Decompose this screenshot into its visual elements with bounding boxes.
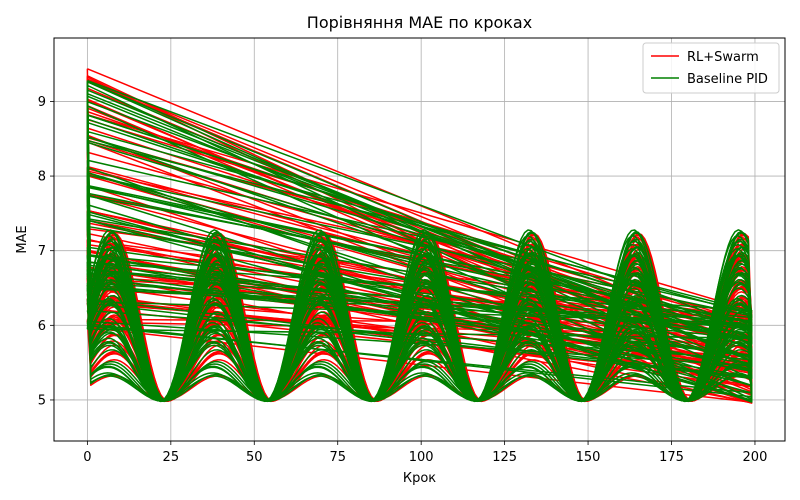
chart-title: Порівняння MAE по кроках	[307, 13, 532, 32]
plot-frame	[53, 37, 786, 442]
axis-ticks: 0 25 50 75 100 125 150 175 200 5 6 7 8 9	[38, 95, 768, 465]
x-tick-label: 75	[329, 450, 346, 465]
x-tick-label: 25	[163, 450, 180, 465]
x-tick-label: 150	[576, 450, 601, 465]
series-line-baseline-pid	[86, 101, 753, 402]
series-line-baseline-pid	[86, 186, 753, 402]
series-line-baseline-pid	[86, 283, 753, 401]
series-line-baseline-pid	[86, 95, 753, 401]
y-axis-label: MAE	[15, 225, 30, 253]
series-line-baseline-pid	[87, 253, 753, 402]
x-tick-label: 200	[743, 450, 768, 465]
x-tick-label: 0	[83, 450, 91, 465]
legend-label-baseline-pid: Baseline PID	[687, 72, 768, 87]
x-tick-label: 175	[659, 450, 684, 465]
y-tick-label: 5	[38, 393, 46, 408]
legend-label-rl-swarm: RL+Swarm	[687, 50, 759, 65]
x-tick-label: 125	[492, 450, 517, 465]
series-line-baseline-pid	[86, 159, 753, 402]
legend: RL+Swarm Baseline PID	[642, 42, 780, 94]
y-tick-label: 6	[38, 319, 46, 334]
series-line-rl-swarm	[86, 170, 753, 401]
y-tick-label: 7	[38, 244, 46, 259]
x-tick-label: 100	[409, 450, 434, 465]
series-line-baseline-pid	[86, 81, 753, 402]
y-tick-label: 9	[38, 95, 46, 110]
x-tick-label: 50	[246, 450, 263, 465]
x-axis-label: Крок	[403, 471, 436, 486]
series-lines	[86, 68, 753, 404]
series-line-baseline-pid	[86, 93, 753, 401]
series-line-baseline-pid	[86, 118, 753, 401]
series-line-baseline-pid	[86, 246, 753, 402]
y-tick-label: 8	[38, 170, 46, 185]
